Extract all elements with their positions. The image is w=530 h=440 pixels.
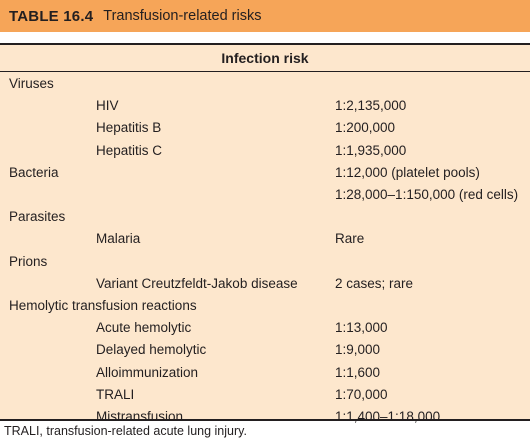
risk-table: Infection risk Viruses HIV 1:2,135,000 Hepa… (0, 43, 530, 424)
table-row: Hemolytic transfusion reactions (0, 295, 530, 317)
row-risk: 1:200,000 (335, 120, 396, 136)
table-row: Malaria Rare (0, 228, 530, 250)
row-category: Prions (9, 253, 48, 269)
table-row: Prions (0, 251, 530, 273)
table-row: HIV 1:2,135,000 (0, 95, 530, 117)
row-item: Acute hemolytic (96, 320, 192, 336)
table-row: Bacteria 1:12,000 (platelet pools) (0, 162, 530, 184)
table-row: Viruses (0, 73, 530, 95)
row-item: Malaria (96, 231, 141, 247)
row-risk: Rare (335, 231, 365, 247)
row-item: Variant Creutzfeldt-Jakob disease (96, 275, 298, 291)
row-item: Hepatitis B (96, 120, 162, 136)
table-row: Delayed hemolytic 1:9,000 (0, 339, 530, 361)
table-title-bar: TABLE 16.4 Transfusion-related risks (0, 0, 530, 32)
row-category: Viruses (9, 76, 54, 91)
row-item: TRALI (96, 386, 135, 402)
row-risk: 1:70,000 (335, 386, 388, 402)
table-row: Hepatitis C 1:1,935,000 (0, 140, 530, 162)
row-item: Hepatitis C (96, 142, 163, 158)
table-number: TABLE 16.4 (9, 7, 94, 25)
row-category: Parasites (9, 209, 66, 225)
table-row: TRALI 1:70,000 (0, 384, 530, 406)
table-footnote: TRALI, transfusion-related acute lung in… (4, 424, 247, 438)
table-row: Acute hemolytic 1:13,000 (0, 317, 530, 339)
row-item: Alloimmunization (96, 364, 199, 380)
row-risk: 1:28,000–1:150,000 (red cells) (335, 187, 519, 202)
row-risk: 1:9,000 (335, 342, 381, 358)
table-row: Hepatitis B 1:200,000 (0, 117, 530, 139)
header-divider (0, 71, 530, 72)
table-row: Mistransfusion 1:1,400–1:18,000 (0, 406, 530, 428)
row-category: Hemolytic transfusion reactions (9, 298, 197, 313)
table-row: Variant Creutzfeldt-Jakob disease 2 cases… (0, 273, 530, 295)
row-item: Delayed hemolytic (96, 342, 207, 358)
table-row: Alloimmunization 1:1,600 (0, 362, 530, 384)
table-row: 1:28,000–1:150,000 (red cells) (0, 184, 530, 206)
column-header: Infection risk (221, 50, 309, 66)
row-risk: 1:1,935,000 (335, 142, 407, 158)
table-title: Transfusion-related risks (103, 8, 262, 24)
row-risk: 1:2,135,000 (335, 98, 407, 114)
row-item: Mistransfusion (96, 409, 184, 424)
row-risk: 1:1,600 (335, 364, 381, 380)
row-risk: 1:1,400–1:18,000 (335, 409, 441, 424)
row-item: HIV (96, 98, 119, 114)
row-category: Bacteria (9, 164, 59, 180)
table-row: Parasites (0, 206, 530, 228)
row-risk: 1:13,000 (335, 320, 388, 336)
row-risk: 1:12,000 (platelet pools) (335, 164, 480, 180)
row-risk: 2 cases; rare (335, 275, 414, 291)
